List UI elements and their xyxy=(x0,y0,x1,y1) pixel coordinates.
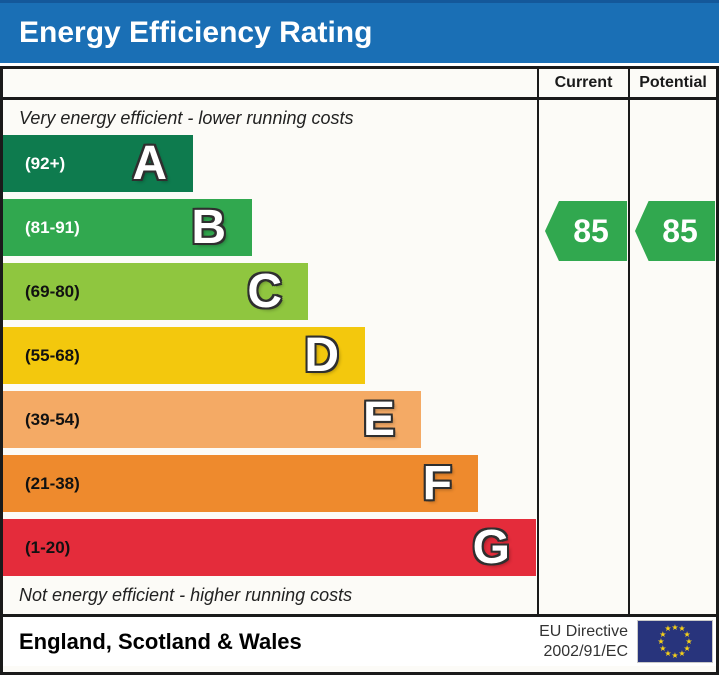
band-letter: G xyxy=(472,520,510,574)
band-row-g: (1-20) G xyxy=(3,519,536,576)
top-note: Very energy efficient - lower running co… xyxy=(19,108,354,128)
band-range: (21-38) xyxy=(25,473,80,493)
eu-flag-star: ★ xyxy=(659,643,667,653)
eu-flag-star: ★ xyxy=(678,648,686,658)
bottom-note: Not energy efficient - higher running co… xyxy=(19,585,353,605)
band-letter: D xyxy=(304,328,339,382)
region-label: England, Scotland & Wales xyxy=(19,628,302,654)
band-row-b: (81-91) B xyxy=(3,199,252,256)
current-rating-value: 85 xyxy=(573,212,609,249)
potential-column-header: Potential xyxy=(628,69,716,97)
eu-flag-icon: ★ ★ ★ ★ ★ ★ ★ ★ ★ ★ ★ ★ xyxy=(637,620,713,663)
current-column-divider xyxy=(537,100,539,614)
band-row-c: (69-80) C xyxy=(3,263,308,320)
band-row-d: (55-68) D xyxy=(3,327,365,384)
eu-flag-star: ★ xyxy=(659,629,667,639)
eu-flag-star: ★ xyxy=(685,636,693,646)
band-row-f: (21-38) F xyxy=(3,455,478,512)
chart-body: Very energy efficient - lower running co… xyxy=(3,100,716,614)
eu-flag-star: ★ xyxy=(664,648,672,658)
band-letter: F xyxy=(422,456,452,510)
eu-flag-star: ★ xyxy=(683,643,691,653)
current-rating-arrow: 85 xyxy=(545,201,627,261)
table-header-row: Current Potential xyxy=(3,69,716,100)
eu-flag-star: ★ xyxy=(678,624,686,634)
eu-flag-star: ★ xyxy=(664,624,672,634)
band-letter: A xyxy=(132,136,167,190)
eu-directive-line2: 2002/91/EC xyxy=(543,642,628,660)
rating-table: Current Potential Very energy efficient … xyxy=(0,66,719,675)
eu-flag-star: ★ xyxy=(671,622,679,632)
eu-flag-star: ★ xyxy=(671,650,679,660)
band-range: (81-91) xyxy=(25,217,80,237)
potential-rating-value: 85 xyxy=(662,212,698,249)
band-range: (55-68) xyxy=(25,345,80,365)
eu-flag-star: ★ xyxy=(683,629,691,639)
band-range: (1-20) xyxy=(25,537,71,557)
potential-column-divider xyxy=(628,100,630,614)
band-row-a: (92+) A xyxy=(3,135,193,192)
band-letter: E xyxy=(362,392,395,446)
band-range: (92+) xyxy=(25,153,66,173)
page-title: Energy Efficiency Rating xyxy=(0,0,719,63)
band-letter: C xyxy=(247,264,282,318)
header-spacer-cell xyxy=(3,69,537,97)
table-footer: England, Scotland & Wales EU Directive 2… xyxy=(3,614,716,666)
band-range: (39-54) xyxy=(25,409,80,429)
eu-directive-line1: EU Directive xyxy=(539,622,628,640)
eu-flag-star: ★ xyxy=(657,636,665,646)
band-row-e: (39-54) E xyxy=(3,391,421,448)
band-range: (69-80) xyxy=(25,281,80,301)
current-column-header: Current xyxy=(537,69,628,97)
band-letter: B xyxy=(191,200,226,254)
potential-rating-arrow: 85 xyxy=(635,201,715,261)
eu-directive-label: EU Directive 2002/91/EC xyxy=(539,622,628,662)
